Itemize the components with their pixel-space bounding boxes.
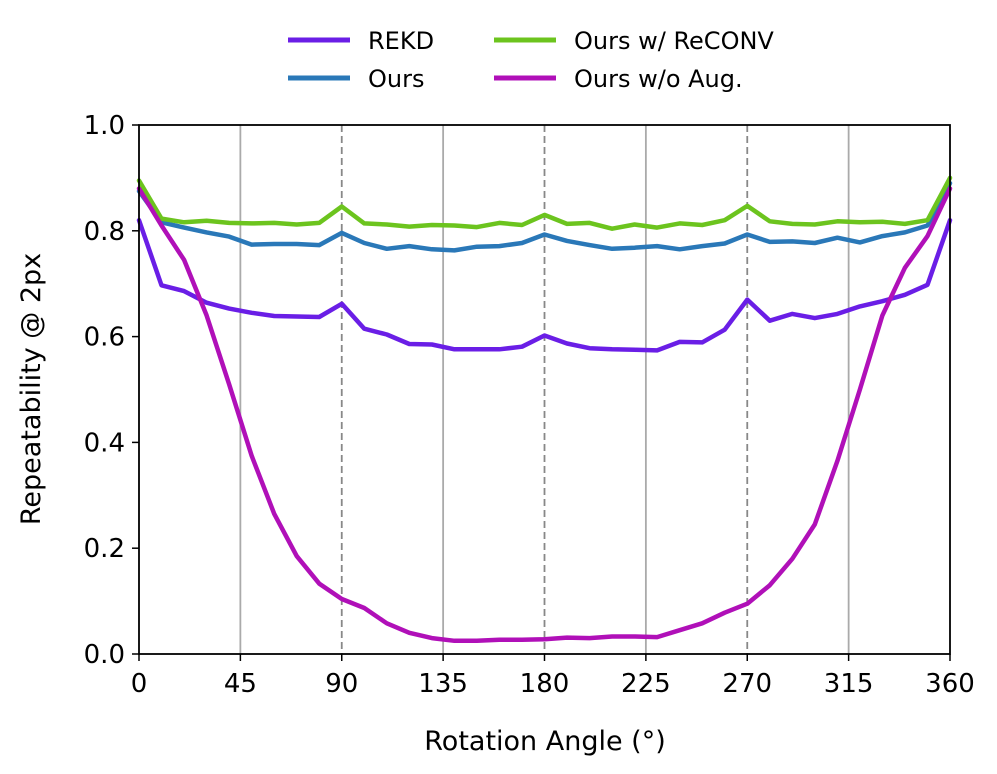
x-tick-label: 180: [520, 669, 570, 699]
axis-ticks: 0 45 90 135 180 225 270 315 360 0.0 0.2 0.4 0.6 0.8 1.…: [84, 111, 975, 699]
y-tick-label: 0.6: [84, 323, 125, 353]
legend-label: Ours: [368, 65, 424, 93]
series-lines: [136, 175, 953, 644]
series-line-ours: [136, 180, 953, 253]
y-tick-label: 0.8: [84, 217, 125, 247]
x-tick-label: 360: [925, 669, 975, 699]
x-tick-label: 225: [621, 669, 671, 699]
legend-label: REKD: [368, 27, 434, 55]
y-tick-label: 1.0: [84, 111, 125, 141]
legend-label: Ours w/ ReCONV: [574, 27, 774, 55]
x-axis-title: Rotation Angle (°): [424, 726, 665, 757]
series-line-ours-w-o-aug: [136, 186, 953, 644]
series-line-rekd: [136, 217, 953, 353]
legend-label: Ours w/o Aug.: [574, 65, 743, 93]
legend: REKD Ours Ours w/ ReCONV Ours w/o Aug.: [288, 27, 774, 93]
y-tick-label: 0.2: [84, 534, 125, 564]
x-tick-label: 90: [325, 669, 358, 699]
y-tick-label: 0.0: [84, 640, 125, 670]
y-axis-title: Repeatability @ 2px: [16, 253, 47, 525]
x-tick-label: 0: [131, 669, 148, 699]
y-tick-label: 0.4: [84, 428, 125, 458]
x-tick-label: 135: [418, 669, 468, 699]
vertical-reference-lines: [239, 125, 850, 654]
x-tick-label: 270: [722, 669, 772, 699]
x-tick-label: 315: [824, 669, 874, 699]
series-line-ours-w-reconv: [136, 175, 953, 231]
x-tick-label: 45: [224, 669, 257, 699]
